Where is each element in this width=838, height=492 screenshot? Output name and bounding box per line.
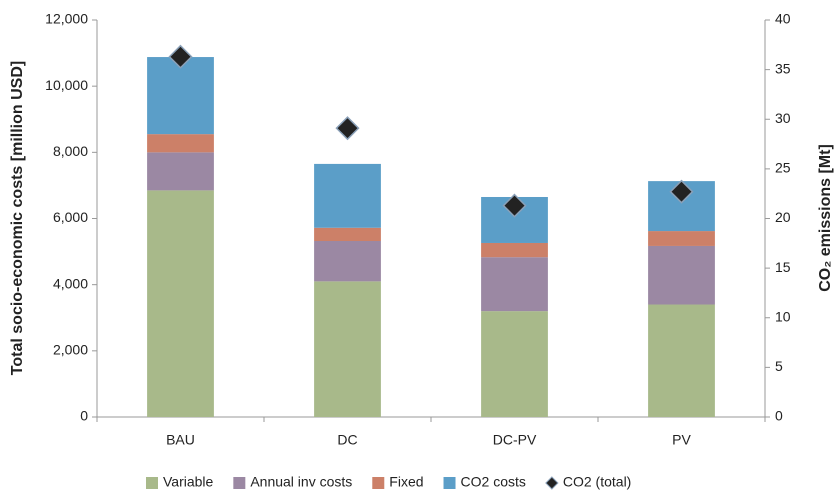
legend-label: CO2 (total)	[563, 474, 631, 490]
legend-marker	[545, 476, 559, 490]
y2-tick-label: 20	[775, 209, 791, 225]
bar-segment	[314, 227, 381, 241]
y-tick-label: 0	[80, 408, 88, 424]
co2-marker	[335, 116, 360, 141]
y2-tick-label: 35	[775, 60, 791, 76]
co2-marker	[168, 44, 193, 69]
bar-segment	[648, 304, 715, 417]
legend-swatch	[372, 477, 385, 489]
bar-segment	[147, 134, 214, 153]
y-axis-title: Total socio-economic costs [million USD]	[9, 61, 26, 375]
bar-segment	[147, 190, 214, 417]
y2-tick-label: 0	[775, 408, 783, 424]
legend-swatch	[443, 477, 456, 489]
y2-tick-label: 40	[775, 11, 791, 27]
y2-tick-label: 30	[775, 110, 791, 126]
legend-swatch	[146, 477, 158, 489]
x-tick-label: BAU	[166, 432, 195, 448]
bar-segment	[314, 240, 381, 282]
y2-tick-label: 15	[775, 259, 791, 275]
y2-tick-label: 25	[775, 160, 791, 176]
bar-segment	[481, 257, 548, 312]
y-tick-label: 12,000	[45, 11, 88, 27]
legend-label: Fixed	[389, 474, 423, 490]
y2-axis-title: CO₂ emissions [Mt]	[817, 144, 834, 292]
y2-tick-label: 10	[775, 308, 791, 324]
x-tick-label: PV	[672, 432, 691, 448]
bar-segment	[481, 242, 548, 258]
bar-segment	[314, 281, 381, 417]
x-tick-label: DC-PV	[493, 432, 537, 448]
y-tick-label: 8,000	[53, 143, 88, 159]
bar-segment	[147, 152, 214, 191]
legend-label: Variable	[163, 474, 214, 490]
y-tick-label: 4,000	[53, 275, 88, 291]
x-tick-label: DC	[337, 432, 357, 448]
bar-segment	[648, 245, 715, 305]
bar-segment	[147, 57, 214, 135]
bar-segment	[481, 311, 548, 417]
bar-segment	[648, 231, 715, 246]
y-tick-label: 2,000	[53, 342, 88, 358]
legend-label: Annual inv costs	[250, 474, 352, 490]
co2-marker	[669, 179, 694, 204]
bar-segment	[314, 163, 381, 228]
y2-tick-label: 5	[775, 358, 783, 374]
co2-marker	[502, 193, 527, 218]
y-tick-label: 6,000	[53, 209, 88, 225]
legend-label: CO2 costs	[461, 474, 526, 490]
legend-swatch	[233, 477, 246, 489]
y-tick-label: 10,000	[45, 77, 88, 93]
